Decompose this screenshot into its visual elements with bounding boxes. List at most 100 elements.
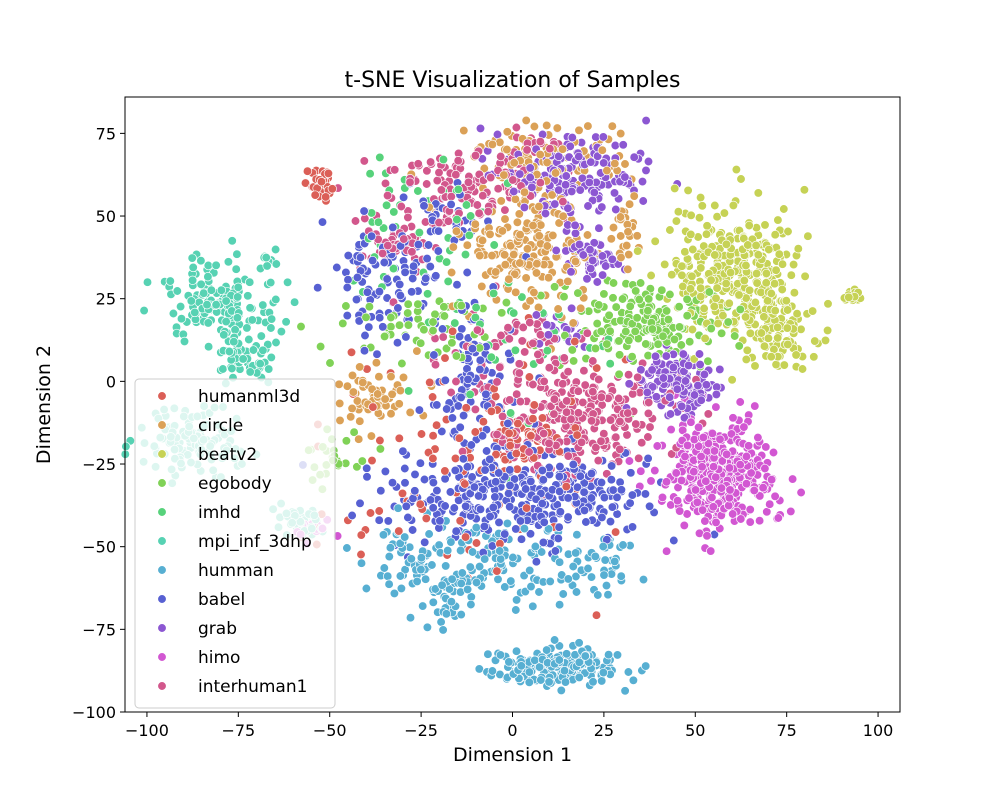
point-grab [689,390,700,400]
point-beatv2 [687,324,698,335]
point-babel [400,463,410,474]
point-interhuman1 [594,374,604,385]
point-babel [414,405,425,415]
point-humanml3d [428,431,438,441]
point-humman [563,574,573,584]
point-grab [570,228,581,238]
point-beatv2 [694,213,705,223]
point-babel [644,501,655,511]
point-humman [438,625,448,635]
point-humman [420,574,431,584]
point-grab [701,380,712,390]
point-humman [601,580,612,591]
point-mpi_inf_3dhp [271,259,281,269]
point-babel [313,283,323,293]
legend: humanml3d circle beatv2 egobody imhd mpi_inf_… [134,378,336,709]
point-mpi_inf_3dhp [244,334,254,345]
point-babel [616,485,627,495]
legend-marker-egobody [157,478,167,488]
point-mpi_inf_3dhp [172,286,182,296]
point-circle [380,394,390,404]
point-interhuman1 [432,175,442,186]
point-humanml3d [492,566,502,576]
point-babel [467,472,477,482]
point-beatv2 [710,250,720,260]
point-beatv2 [673,207,684,217]
point-mpi_inf_3dhp [221,296,231,306]
legend-marker-interhuman1 [157,681,167,691]
point-babel [440,375,450,385]
point-babel [419,474,430,485]
point-himo [770,491,780,501]
point-himo [735,397,745,407]
point-interhuman1 [539,376,549,387]
point-himo [761,442,771,452]
point-beatv2 [751,240,761,251]
point-circle [606,234,616,244]
point-himo [726,429,737,439]
point-babel [553,533,563,544]
point-mpi_inf_3dhp [271,294,281,305]
point-circle [334,379,344,389]
point-humman [428,597,438,607]
point-himo [689,467,699,477]
point-babel [554,522,564,532]
point-interhuman1 [633,372,643,382]
point-grab [575,185,585,195]
point-babel [599,492,610,503]
point-beatv2 [791,350,801,360]
point-egobody [447,338,457,348]
point-interhuman1 [614,393,624,404]
point-egobody [573,288,583,298]
point-humman [384,579,394,589]
point-babel [398,192,409,202]
point-circle [616,252,626,263]
point-humanml3d [455,516,465,526]
point-circle [529,287,539,298]
point-babel [456,392,466,403]
point-egobody [375,444,386,454]
point-himo [760,463,770,474]
point-interhuman1 [422,179,432,189]
point-himo [786,506,796,517]
point-grab [519,202,530,213]
point-himo [680,451,690,462]
point-grab [641,165,651,176]
point-humman [528,601,538,611]
point-beatv2 [741,260,751,271]
point-beatv2 [782,305,793,315]
point-egobody [439,302,449,312]
point-egobody [657,285,667,295]
point-babel [485,454,495,464]
point-beatv2 [686,210,696,220]
point-mpi_inf_3dhp [196,279,206,289]
point-circle [558,211,568,221]
point-circle [534,201,544,212]
point-circle [552,123,562,133]
point-beatv2 [750,361,760,371]
point-babel [425,261,435,272]
point-babel [332,262,342,273]
point-humman [623,667,634,677]
point-grab [651,392,662,402]
point-babel [442,404,452,414]
point-interhuman1 [579,366,589,376]
point-beatv2 [783,339,793,350]
point-humman [586,572,597,582]
point-humanml3d [440,466,450,476]
point-interhuman1 [425,157,436,167]
point-circle [629,191,639,201]
point-interhuman1 [524,447,534,457]
point-circle [607,121,617,131]
point-circle [487,250,497,261]
point-egobody [430,309,440,319]
point-circle [574,125,584,135]
point-circle [366,431,377,441]
point-babel [469,482,480,492]
point-beatv2 [773,215,783,225]
point-mpi_inf_3dhp [258,300,268,310]
point-interhuman1 [518,322,528,333]
point-babel [362,472,372,482]
point-humman [395,538,405,549]
point-humman [434,540,444,550]
